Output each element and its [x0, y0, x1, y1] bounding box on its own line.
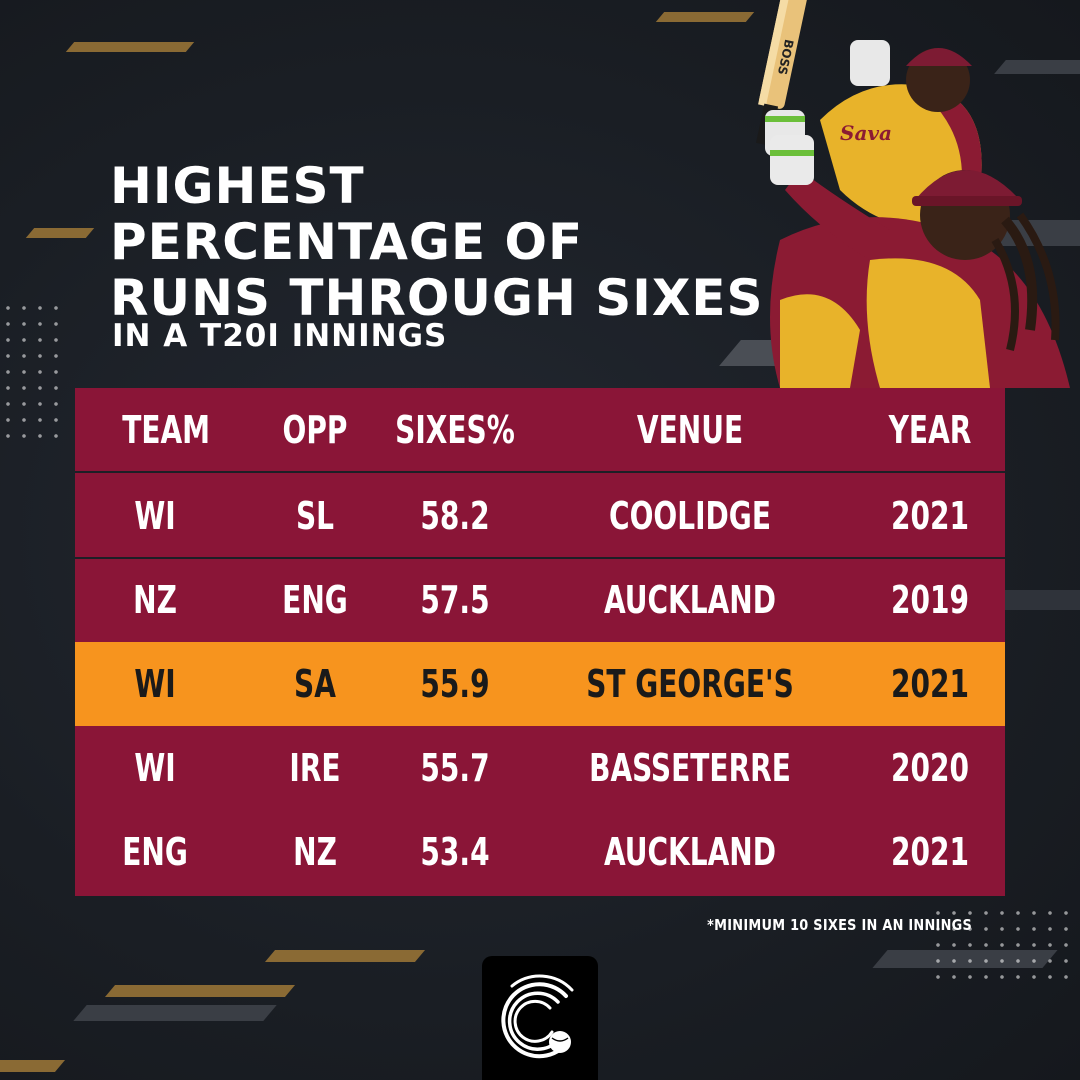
cell-sixes-pct: 58.2 — [420, 494, 490, 538]
title-line-1: HIGHEST — [110, 157, 365, 215]
decor-stripe-gold — [104, 985, 296, 997]
cell-year: 2019 — [890, 578, 970, 622]
column-header-sixes-pct: SIXES% — [395, 408, 515, 452]
cell-team: ENG — [122, 830, 188, 874]
poster-subtitle: IN A T20I INNINGS — [112, 318, 448, 354]
dot-grid-decor — [930, 905, 1080, 985]
cell-opp: SL — [295, 494, 335, 538]
cell-sixes-pct: 53.4 — [420, 830, 490, 874]
cell-team: WI — [134, 662, 176, 706]
cell-year: 2021 — [890, 662, 970, 706]
cell-year: 2021 — [890, 830, 970, 874]
table-row-highlighted: WI SA 55.9 ST GEORGE'S 2021 — [75, 642, 1005, 726]
decor-stripe-gold — [0, 1060, 66, 1072]
cell-venue: AUCKLAND — [603, 578, 777, 622]
brand-logo — [482, 956, 598, 1080]
cell-sixes-pct: 55.7 — [420, 746, 490, 790]
decor-stripe-grey — [73, 1005, 277, 1021]
cell-year: 2020 — [890, 746, 970, 790]
column-header-team: TEAM — [122, 408, 211, 452]
player-photo: BOSS Sava — [740, 0, 1080, 388]
decor-stripe-gold — [65, 42, 195, 52]
dot-grid-decor — [0, 300, 64, 450]
cell-team: WI — [134, 746, 176, 790]
cell-venue: AUCKLAND — [603, 830, 777, 874]
shirt-text: Sava — [840, 121, 892, 145]
column-header-venue: VENUE — [636, 408, 744, 452]
cell-team: NZ — [133, 578, 177, 622]
cell-opp: NZ — [293, 830, 337, 874]
stats-table: TEAM OPP SIXES% VENUE YEAR WI SL 58.2 CO… — [75, 388, 1005, 896]
table-row: NZ ENG 57.5 AUCKLAND 2019 — [75, 558, 1005, 642]
poster-title: HIGHEST PERCENTAGE OF RUNS THROUGH SIXES — [110, 158, 764, 326]
cell-year: 2021 — [890, 494, 970, 538]
row-divider — [75, 557, 1005, 559]
footnote: *MINIMUM 10 SIXES IN AN INNINGS — [707, 916, 972, 934]
cell-venue: ST GEORGE'S — [586, 662, 794, 706]
cell-sixes-pct: 57.5 — [420, 578, 490, 622]
cell-team: WI — [134, 494, 176, 538]
table-header-row: TEAM OPP SIXES% VENUE YEAR — [75, 388, 1005, 473]
column-header-opp: OPP — [282, 408, 348, 452]
player-illustration: BOSS Sava — [756, 0, 1070, 388]
row-divider — [75, 471, 1005, 473]
cell-opp: IRE — [289, 746, 341, 790]
cell-opp: ENG — [282, 578, 348, 622]
decor-stripe-gold — [25, 228, 95, 238]
title-line-2: PERCENTAGE OF — [110, 213, 584, 271]
decor-stripe-gold — [264, 950, 426, 962]
cricket-ball-swirl-logo-icon — [501, 974, 574, 1059]
cell-sixes-pct: 55.9 — [420, 662, 490, 706]
table-row: WI SL 58.2 COOLIDGE 2021 — [75, 474, 1005, 559]
title-line-3: RUNS THROUGH SIXES — [110, 269, 764, 327]
cell-opp: SA — [294, 662, 336, 706]
column-header-year: YEAR — [888, 408, 972, 452]
cell-venue: COOLIDGE — [609, 494, 771, 538]
cell-venue: BASSETERRE — [589, 746, 791, 790]
table-row: ENG NZ 53.4 AUCKLAND 2021 — [75, 810, 1005, 894]
table-row: WI IRE 55.7 BASSETERRE 2020 — [75, 726, 1005, 810]
